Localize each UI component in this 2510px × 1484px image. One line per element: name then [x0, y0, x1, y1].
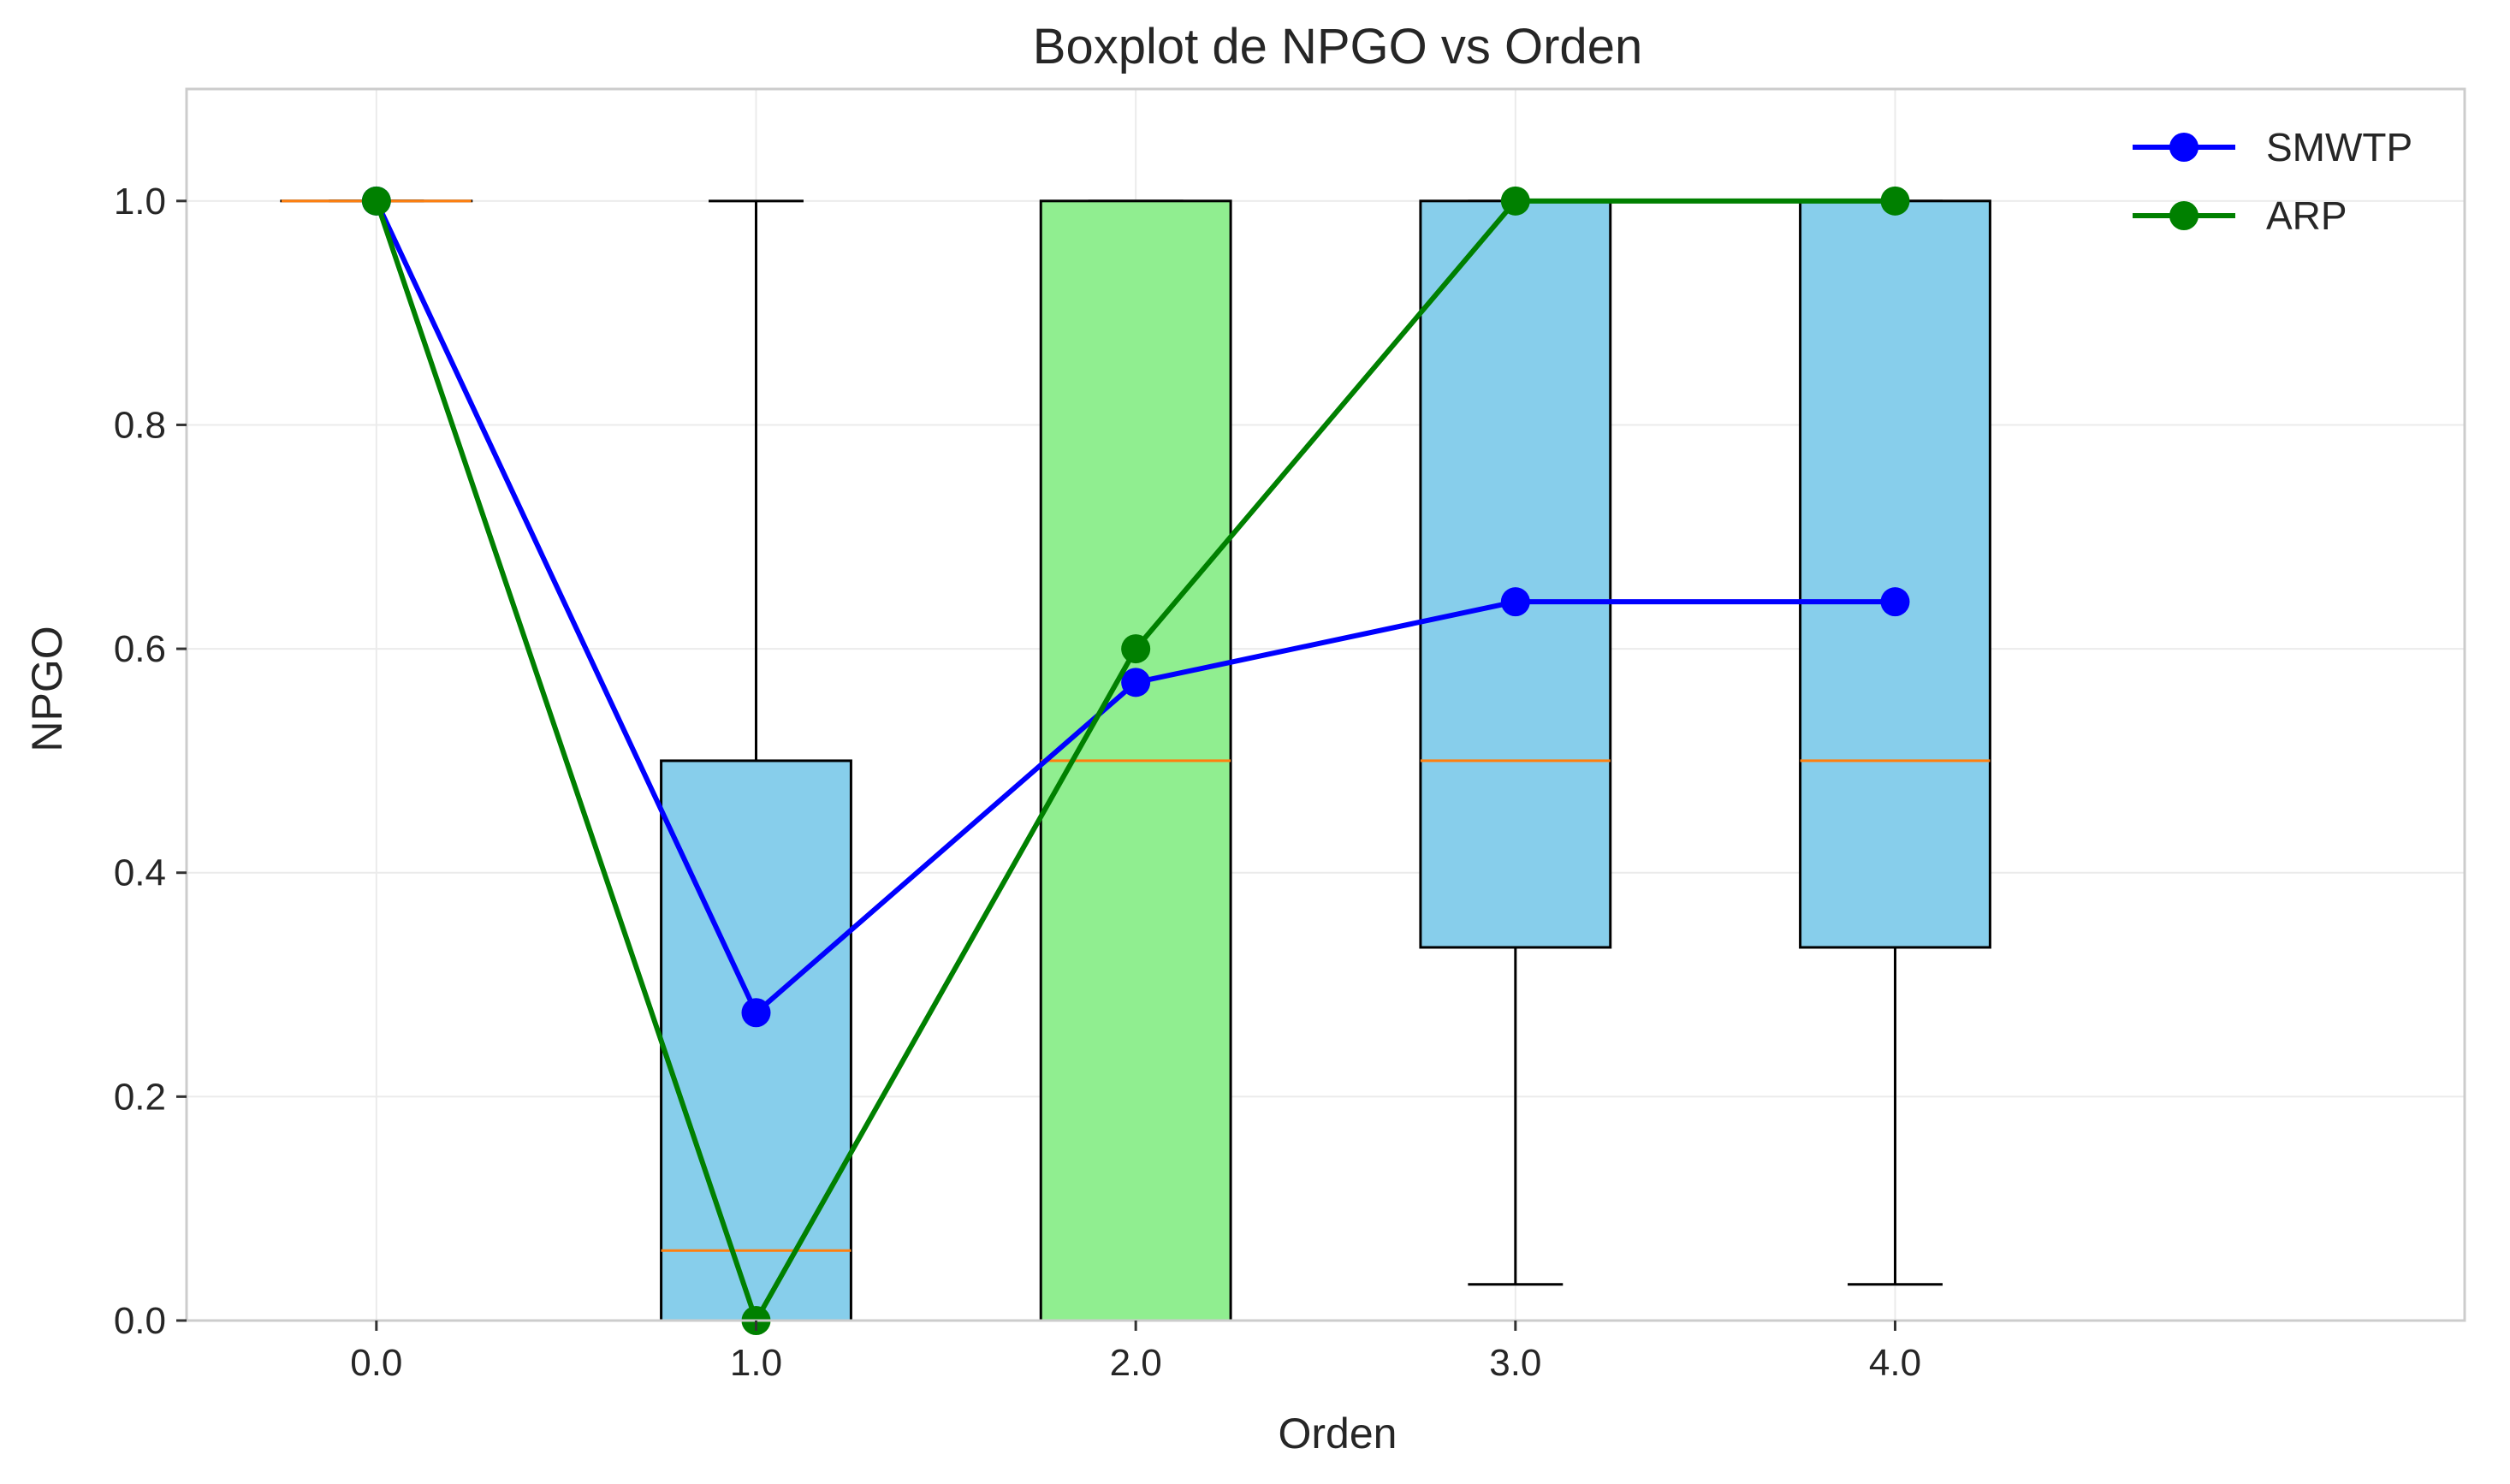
chart-title: Boxplot de NPGO vs Orden: [1033, 19, 1642, 74]
y-axis-label: NPGO: [23, 626, 71, 751]
legend-marker-smwtp: [2169, 133, 2198, 162]
data-point-arp: [1121, 634, 1151, 664]
legend-label-arp: ARP: [2266, 193, 2347, 238]
x-tick-label: 2.0: [1110, 1342, 1162, 1384]
axis-ticks: 0.0 1.0 2.0 3.0 4.0 0.0 0.2 0.4 0.6 0.8 1.0: [114, 181, 1921, 1384]
box-body: [1419, 199, 1612, 949]
data-point-smwtp: [1121, 668, 1151, 697]
box-3: [1419, 199, 1612, 1286]
legend-marker-arp: [2169, 201, 2198, 230]
y-tick-label: 0.4: [114, 852, 166, 894]
series-lines: [361, 186, 1910, 1335]
data-point-smwtp: [1880, 587, 1910, 617]
y-tick-label: 1.0: [114, 181, 166, 223]
y-tick-label: 0.8: [114, 404, 166, 446]
box-body: [660, 759, 852, 1322]
y-tick-label: 0.0: [114, 1300, 166, 1342]
y-tick-label: 0.2: [114, 1076, 166, 1118]
box-body: [1799, 199, 1991, 949]
box-4: [1799, 199, 1991, 1286]
data-point-arp: [1880, 186, 1910, 216]
x-axis-label: Orden: [1279, 1410, 1397, 1457]
box-1: [660, 199, 852, 1322]
y-tick-label: 0.6: [114, 628, 166, 670]
data-point-arp: [361, 186, 391, 216]
legend: SMWTP ARP: [2133, 125, 2412, 238]
x-tick-label: 4.0: [1869, 1342, 1921, 1384]
data-point-smwtp: [741, 998, 771, 1028]
data-point-smwtp: [1500, 587, 1530, 617]
legend-label-smwtp: SMWTP: [2266, 125, 2412, 169]
x-tick-label: 1.0: [730, 1342, 782, 1384]
x-tick-label: 3.0: [1489, 1342, 1541, 1384]
data-point-arp: [1500, 186, 1530, 216]
box-2: [1039, 199, 1232, 1322]
x-tick-label: 0.0: [350, 1342, 402, 1384]
plot-frame: [185, 87, 2466, 1322]
